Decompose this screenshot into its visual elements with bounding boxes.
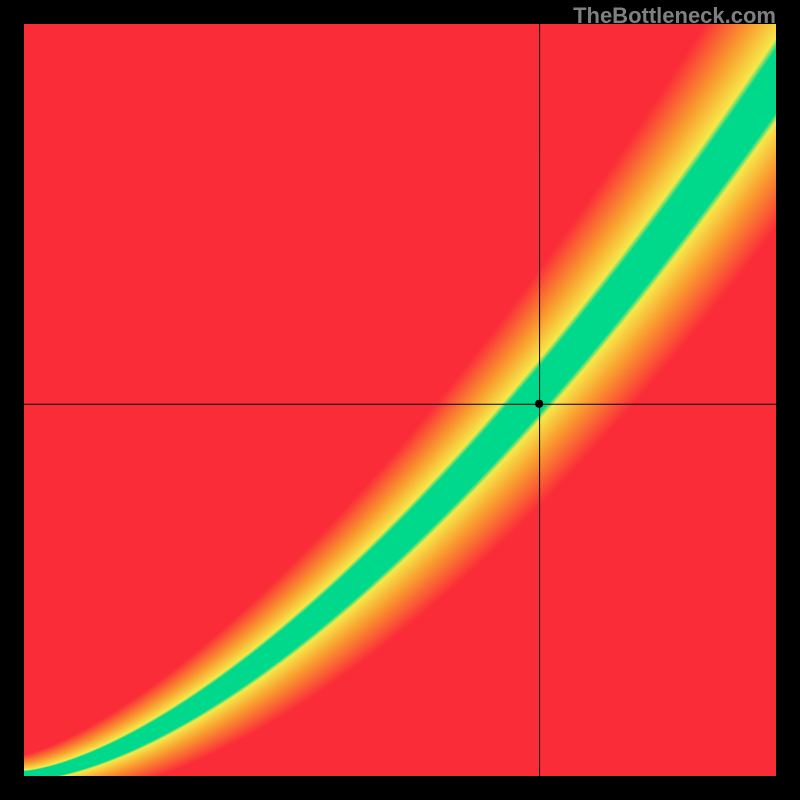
heatmap-plot: [24, 24, 776, 776]
watermark-text: TheBottleneck.com: [573, 3, 776, 29]
heatmap-canvas: [24, 24, 776, 776]
